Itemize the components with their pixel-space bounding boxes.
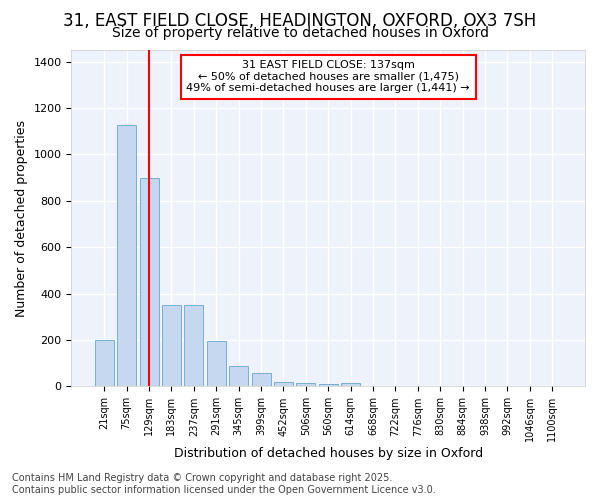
Bar	[341, 383, 360, 386]
Bar	[296, 383, 316, 386]
Bar	[207, 341, 226, 386]
Text: Size of property relative to detached houses in Oxford: Size of property relative to detached ho…	[112, 26, 488, 40]
X-axis label: Distribution of detached houses by size in Oxford: Distribution of detached houses by size …	[173, 447, 483, 460]
Text: Contains HM Land Registry data © Crown copyright and database right 2025.
Contai: Contains HM Land Registry data © Crown c…	[12, 474, 436, 495]
Y-axis label: Number of detached properties: Number of detached properties	[15, 120, 28, 316]
Bar	[95, 340, 114, 386]
Bar	[251, 372, 271, 386]
Text: 31 EAST FIELD CLOSE: 137sqm
← 50% of detached houses are smaller (1,475)
49% of : 31 EAST FIELD CLOSE: 137sqm ← 50% of det…	[187, 60, 470, 94]
Bar	[274, 382, 293, 386]
Bar	[319, 384, 338, 386]
Bar	[117, 126, 136, 386]
Bar	[184, 306, 203, 386]
Bar	[229, 366, 248, 386]
Bar	[140, 178, 158, 386]
Bar	[162, 306, 181, 386]
Text: 31, EAST FIELD CLOSE, HEADINGTON, OXFORD, OX3 7SH: 31, EAST FIELD CLOSE, HEADINGTON, OXFORD…	[64, 12, 536, 30]
